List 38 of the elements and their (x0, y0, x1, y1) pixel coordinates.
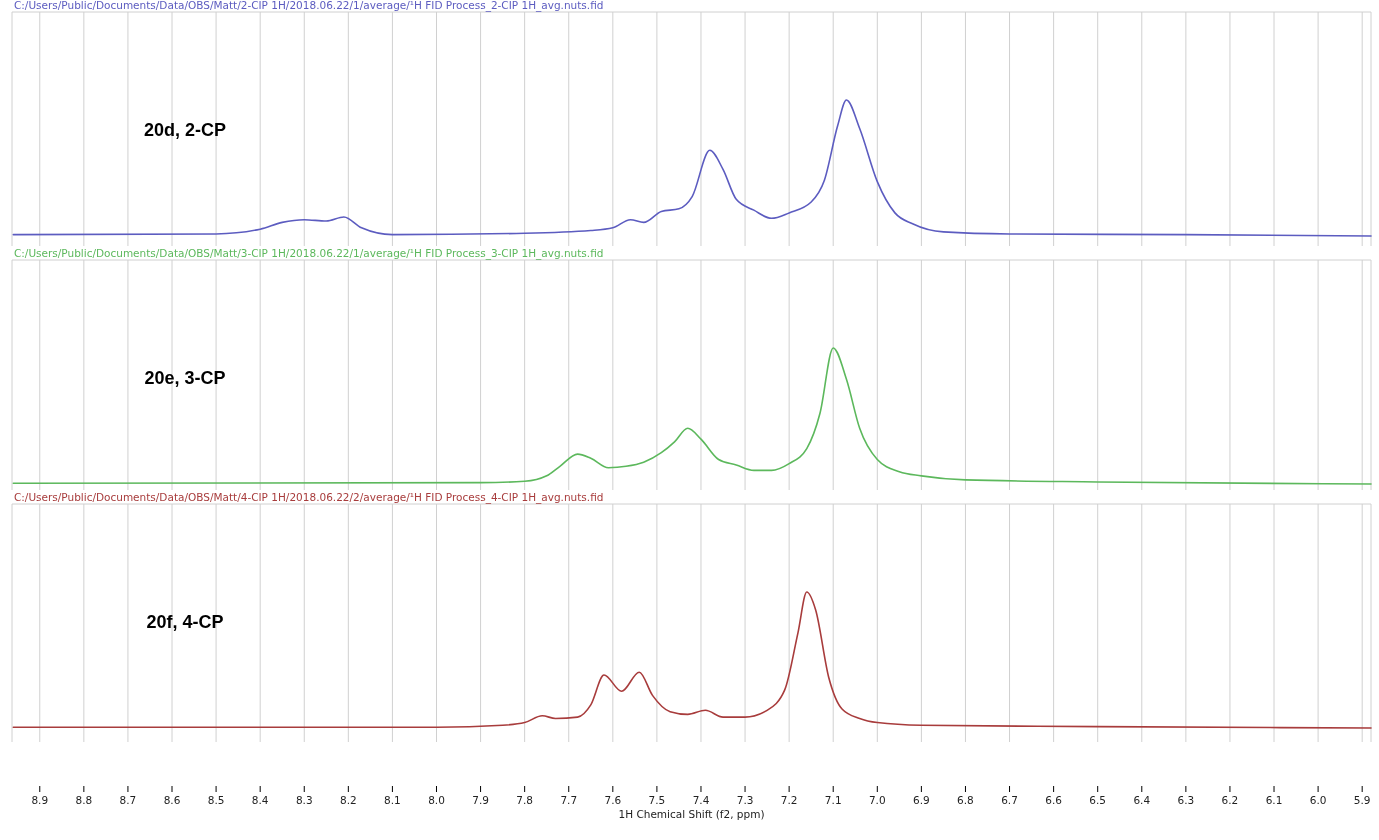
x-tick-label: 8.5 (207, 794, 225, 806)
x-tick-label: 8.0 (428, 794, 445, 806)
x-tick-label: 6.1 (1265, 794, 1283, 806)
text: C:/Users/Public/Documents/Data/OBS/Matt/2-CIP 1H/2018.06.22/1/average/¹H FID Process_2-CIP 1H_avg.nuts.fid (14, 0, 604, 12)
x-tick-label: 6.0 (1309, 794, 1327, 806)
annotation: 20d, 2-CP (143, 120, 227, 140)
x-tick-label: 6.9 (913, 794, 930, 806)
x-tick-label: 7.8 (516, 794, 534, 806)
text: C:/Users/Public/Documents/Data/OBS/Matt/4-CIP 1H/2018.06.22/2/average/¹H FID Process_4-CIP 1H_avg.nuts.fid (14, 491, 604, 504)
x-tick-label: 7.5 (648, 794, 666, 806)
annotation: 20e, 3-CP (144, 368, 226, 388)
x-tick-label: 7.6 (604, 794, 622, 806)
x-tick-label: 6.3 (1177, 794, 1195, 806)
x-tick-label: 7.3 (736, 794, 754, 806)
x-tick-label: 8.3 (295, 794, 313, 806)
text: C:/Users/Public/Documents/Data/OBS/Matt/3-CIP 1H/2018.06.22/1/average/¹H FID Process_3-CIP 1H_avg.nuts.fid (14, 247, 604, 260)
x-tick-label: 6.8 (957, 794, 974, 806)
x-tick-label: 6.7 (1001, 794, 1018, 806)
x-tick-label: 7.1 (824, 794, 842, 806)
x-tick-label: 7.2 (780, 794, 798, 806)
x-tick-label: 8.1 (384, 794, 401, 806)
x-tick-label: 6.6 (1045, 794, 1063, 806)
x-tick-label: 8.8 (75, 794, 93, 806)
x-tick-label: 7.0 (868, 794, 886, 806)
x-tick-label: 8.2 (339, 794, 357, 806)
x-tick-label: 7.4 (692, 794, 710, 806)
x-tick-label: 8.6 (163, 794, 181, 806)
x-tick-label: 7.9 (472, 794, 489, 806)
x-tick-label: 8.7 (119, 794, 137, 806)
x-tick-label: 6.2 (1221, 794, 1239, 806)
x-tick-label: 8.4 (251, 794, 269, 806)
x-tick-label: 6.5 (1089, 794, 1107, 806)
x-tick-label: 8.9 (31, 794, 49, 806)
x-tick-label: 5.9 (1353, 794, 1371, 806)
x-axis-title: 1H Chemical Shift (f2, ppm) (618, 808, 765, 820)
annotation: 20f, 4-CP (146, 612, 224, 632)
x-tick-label: 7.7 (560, 794, 578, 806)
x-tick-label: 6.4 (1133, 794, 1151, 806)
